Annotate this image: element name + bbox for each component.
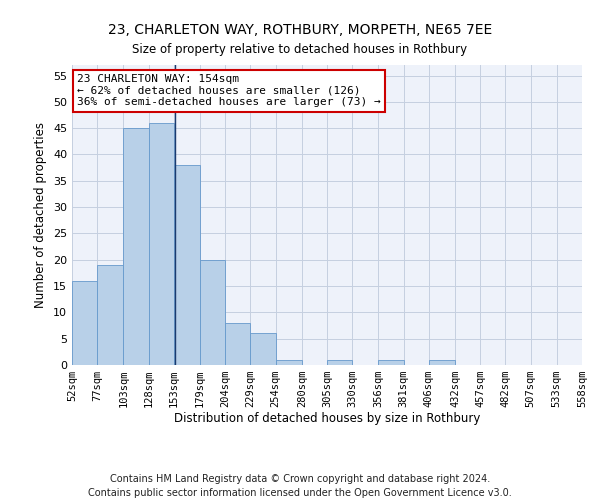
Bar: [200, 260, 225, 365]
X-axis label: Distribution of detached houses by size in Rothbury: Distribution of detached houses by size …: [174, 412, 480, 424]
Bar: [429, 360, 455, 365]
Bar: [72, 281, 97, 365]
Bar: [379, 360, 404, 365]
Bar: [149, 123, 174, 365]
Text: Size of property relative to detached houses in Rothbury: Size of property relative to detached ho…: [133, 42, 467, 56]
Bar: [327, 360, 352, 365]
Text: 23, CHARLETON WAY, ROTHBURY, MORPETH, NE65 7EE: 23, CHARLETON WAY, ROTHBURY, MORPETH, NE…: [108, 22, 492, 36]
Bar: [124, 128, 149, 365]
Bar: [97, 265, 124, 365]
Y-axis label: Number of detached properties: Number of detached properties: [34, 122, 47, 308]
Bar: [225, 323, 250, 365]
Bar: [174, 165, 200, 365]
Text: 23 CHARLETON WAY: 154sqm
← 62% of detached houses are smaller (126)
36% of semi-: 23 CHARLETON WAY: 154sqm ← 62% of detach…: [77, 74, 381, 107]
Text: Contains HM Land Registry data © Crown copyright and database right 2024.
Contai: Contains HM Land Registry data © Crown c…: [88, 474, 512, 498]
Bar: [275, 360, 302, 365]
Bar: [250, 334, 275, 365]
